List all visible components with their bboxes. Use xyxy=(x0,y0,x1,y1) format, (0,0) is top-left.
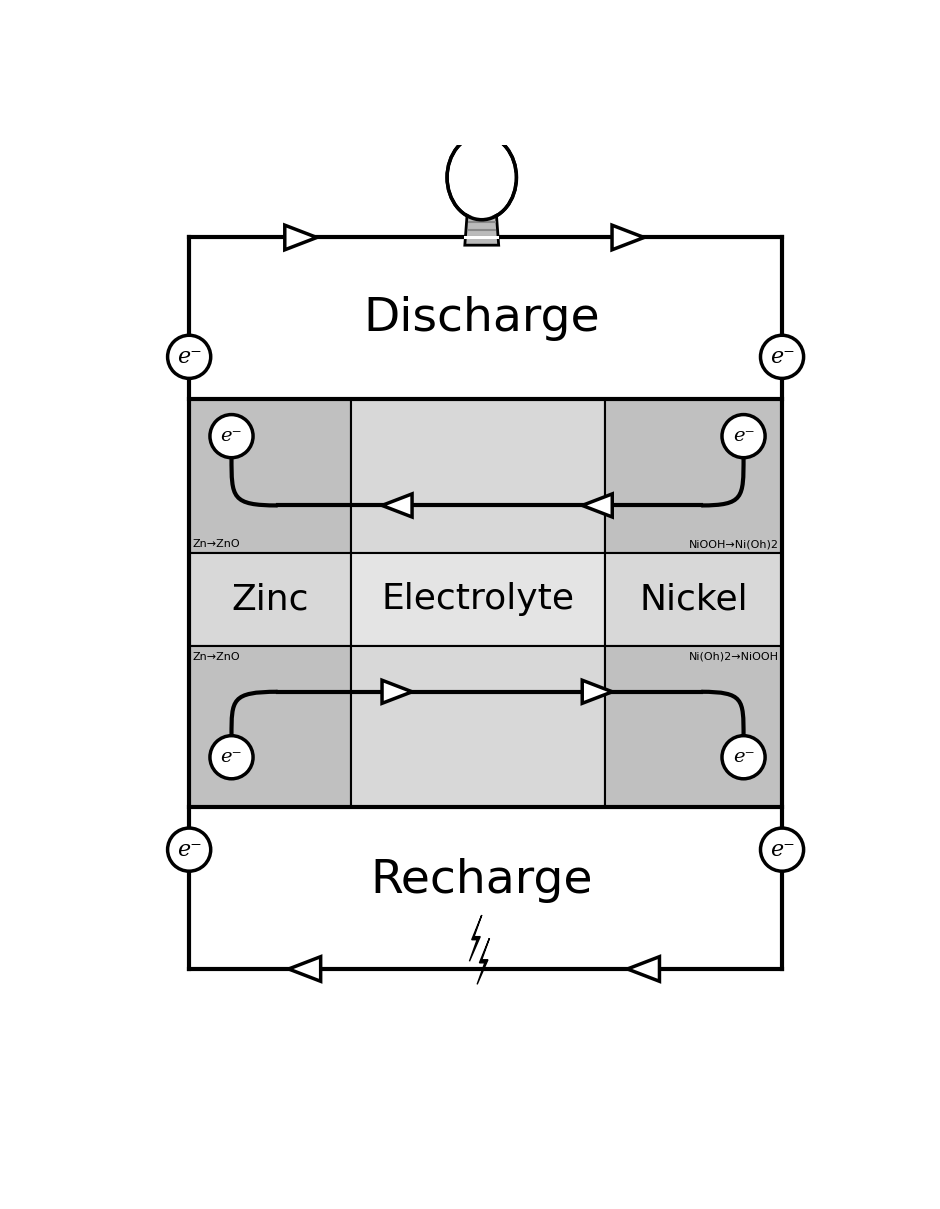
Text: e⁻: e⁻ xyxy=(770,839,794,861)
Bar xyxy=(351,399,605,554)
Text: NiOOH→Ni(Oh)2: NiOOH→Ni(Oh)2 xyxy=(689,539,779,549)
Bar xyxy=(351,646,605,808)
Text: Zn→ZnO: Zn→ZnO xyxy=(193,652,240,661)
Bar xyxy=(605,399,782,554)
Circle shape xyxy=(760,828,804,872)
Bar xyxy=(351,554,605,646)
Bar xyxy=(605,646,782,808)
Bar xyxy=(189,554,351,646)
Text: Ni(Oh)2→NiOOH: Ni(Oh)2→NiOOH xyxy=(689,652,779,661)
Text: e⁻: e⁻ xyxy=(732,427,755,445)
Circle shape xyxy=(167,828,211,872)
Circle shape xyxy=(167,335,211,378)
Bar xyxy=(189,646,351,808)
Text: Nickel: Nickel xyxy=(639,583,748,617)
Polygon shape xyxy=(285,225,317,250)
Polygon shape xyxy=(289,956,321,982)
Text: e⁻: e⁻ xyxy=(221,427,243,445)
Bar xyxy=(464,236,499,239)
Text: Zn→ZnO: Zn→ZnO xyxy=(193,539,240,549)
Ellipse shape xyxy=(449,137,514,218)
Text: Electrolyte: Electrolyte xyxy=(382,583,574,617)
Text: Discharge: Discharge xyxy=(364,296,600,341)
Ellipse shape xyxy=(447,135,516,220)
Text: e⁻: e⁻ xyxy=(177,839,201,861)
Polygon shape xyxy=(478,938,490,984)
Text: Zinc: Zinc xyxy=(231,583,308,617)
Text: e⁻: e⁻ xyxy=(177,346,201,368)
Circle shape xyxy=(722,415,765,458)
Text: Recharge: Recharge xyxy=(370,858,593,903)
Polygon shape xyxy=(464,214,499,245)
Circle shape xyxy=(722,735,765,779)
Polygon shape xyxy=(382,681,412,704)
Polygon shape xyxy=(627,956,660,982)
Text: e⁻: e⁻ xyxy=(732,748,755,767)
Circle shape xyxy=(210,415,253,458)
Text: e⁻: e⁻ xyxy=(221,748,243,767)
Polygon shape xyxy=(469,915,482,961)
Text: e⁻: e⁻ xyxy=(770,346,794,368)
Circle shape xyxy=(210,735,253,779)
Polygon shape xyxy=(582,494,612,517)
Circle shape xyxy=(760,335,804,378)
Polygon shape xyxy=(382,494,412,517)
Bar xyxy=(189,399,782,808)
Bar xyxy=(605,554,782,646)
Bar xyxy=(189,399,351,554)
Polygon shape xyxy=(582,681,612,704)
Polygon shape xyxy=(612,225,644,250)
